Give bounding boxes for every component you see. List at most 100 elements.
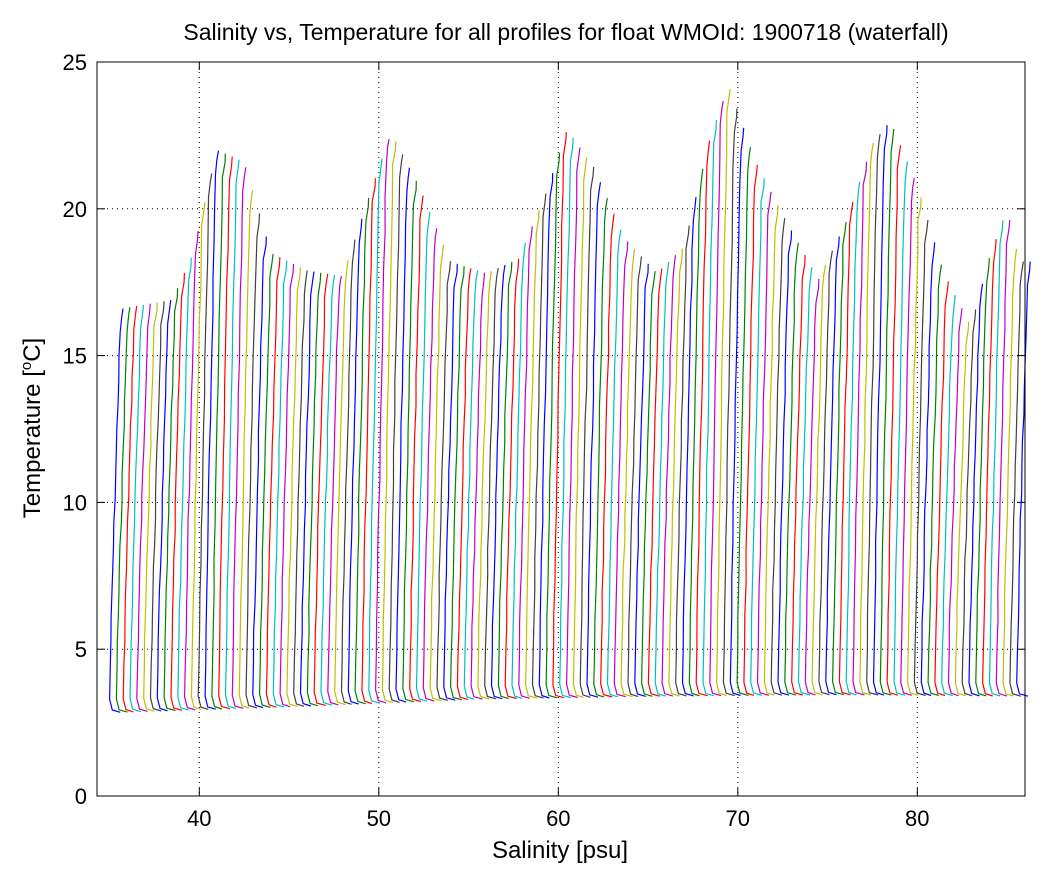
profile-line-118 <box>913 219 929 696</box>
profile-line-71 <box>593 197 608 698</box>
profile-line-121 <box>934 281 949 697</box>
profile-line-115 <box>893 161 908 696</box>
profile-line-110 <box>859 142 874 696</box>
profile-line-108 <box>845 181 861 696</box>
y-tick-label-4: 20 <box>63 197 87 222</box>
profile-line-123 <box>947 308 963 697</box>
profile-line-8 <box>163 288 179 712</box>
profile-line-53 <box>470 272 486 700</box>
y-axis-label: Temperature [oC] <box>18 338 46 518</box>
profile-line-122 <box>941 294 956 697</box>
x-tick-label-0: 40 <box>187 806 211 831</box>
profile-line-10 <box>177 257 192 711</box>
profile-line-89 <box>715 89 731 697</box>
profile-line-112 <box>872 125 888 696</box>
profile-line-92 <box>736 147 752 696</box>
profile-line-6 <box>149 301 165 712</box>
profile-line-27 <box>293 270 308 707</box>
y-tick-label-5: 25 <box>63 50 87 75</box>
profile-line-68 <box>572 157 588 698</box>
profile-line-113 <box>879 128 895 696</box>
profile-line-44 <box>409 195 424 703</box>
profile-line-43 <box>402 180 417 703</box>
profile-line-128 <box>981 239 997 697</box>
profile-line-3 <box>129 304 145 713</box>
profile-line-88 <box>709 100 724 697</box>
x-tick-label-4: 80 <box>905 806 929 831</box>
profile-line-94 <box>750 178 765 696</box>
profile-line-1 <box>115 307 131 713</box>
y-tick-label-3: 15 <box>63 344 87 369</box>
profile-line-11 <box>183 230 199 711</box>
y-axis-label-prefix: Temperature [ <box>19 370 46 518</box>
profile-line-2 <box>122 306 138 713</box>
profile-line-38 <box>368 158 383 704</box>
profile-line-87 <box>702 119 717 697</box>
profile-line-81 <box>661 255 677 697</box>
profile-line-30 <box>313 273 329 706</box>
profile-line-62 <box>531 193 547 699</box>
profile-line-79 <box>647 268 663 697</box>
profile-line-65 <box>552 132 567 699</box>
profile-line-64 <box>545 152 561 699</box>
profile-line-101 <box>797 267 813 696</box>
profile-line-45 <box>415 211 431 702</box>
profile-line-28 <box>299 271 315 707</box>
profile-line-83 <box>675 225 690 697</box>
profile-line-59 <box>511 242 527 699</box>
profile-lines <box>108 89 1031 713</box>
profile-line-58 <box>504 258 520 700</box>
profile-line-9 <box>170 272 185 711</box>
profile-line-17 <box>224 159 240 710</box>
profile-line-35 <box>347 218 363 705</box>
x-axis-label: Salinity [psu] <box>492 837 628 864</box>
profile-line-111 <box>866 134 881 696</box>
profile-line-39 <box>374 139 390 704</box>
profile-line-72 <box>600 213 615 698</box>
profile-line-60 <box>518 226 533 699</box>
profile-line-114 <box>886 145 902 696</box>
profile-line-129 <box>988 220 1004 697</box>
profile-line-67 <box>565 147 581 699</box>
profile-line-5 <box>143 302 158 712</box>
x-tick-marks <box>198 62 918 796</box>
profile-line-51 <box>456 268 472 701</box>
profile-line-54 <box>477 271 492 700</box>
profile-line-25 <box>279 263 295 708</box>
profile-line-119 <box>920 242 936 697</box>
profile-line-102 <box>804 278 820 696</box>
x-tick-label-1: 50 <box>367 806 391 831</box>
profile-line-125 <box>961 309 977 697</box>
profile-line-90 <box>722 108 738 697</box>
profile-line-66 <box>559 137 574 699</box>
profile-line-20 <box>245 213 260 709</box>
profile-line-56 <box>490 264 506 700</box>
profile-line-21 <box>252 236 267 709</box>
y-tick-label-1: 5 <box>75 637 87 662</box>
profile-line-18 <box>231 167 247 709</box>
profile-line-130 <box>995 220 1011 697</box>
profile-line-104 <box>818 250 833 696</box>
profile-line-47 <box>429 244 445 702</box>
profile-line-107 <box>838 201 854 696</box>
grid-lines <box>97 62 1025 796</box>
profile-line-103 <box>811 264 827 696</box>
profile-line-99 <box>784 242 799 696</box>
profile-line-24 <box>272 260 288 708</box>
profile-line-23 <box>265 257 281 708</box>
chart-title: Salinity vs, Temperature for all profile… <box>183 19 948 45</box>
profile-line-31 <box>320 274 336 706</box>
profile-line-40 <box>381 141 397 704</box>
y-tick-marks <box>97 61 1025 797</box>
profile-line-106 <box>831 221 847 696</box>
profile-line-4 <box>136 303 151 712</box>
profile-line-0 <box>108 308 124 713</box>
profile-line-32 <box>327 275 342 706</box>
profile-line-70 <box>586 182 602 698</box>
profile-line-109 <box>852 161 868 696</box>
profile-line-120 <box>927 264 943 697</box>
profile-line-37 <box>361 178 376 705</box>
profile-line-80 <box>654 261 670 697</box>
profile-line-22 <box>258 253 274 708</box>
profile-line-29 <box>306 272 322 707</box>
